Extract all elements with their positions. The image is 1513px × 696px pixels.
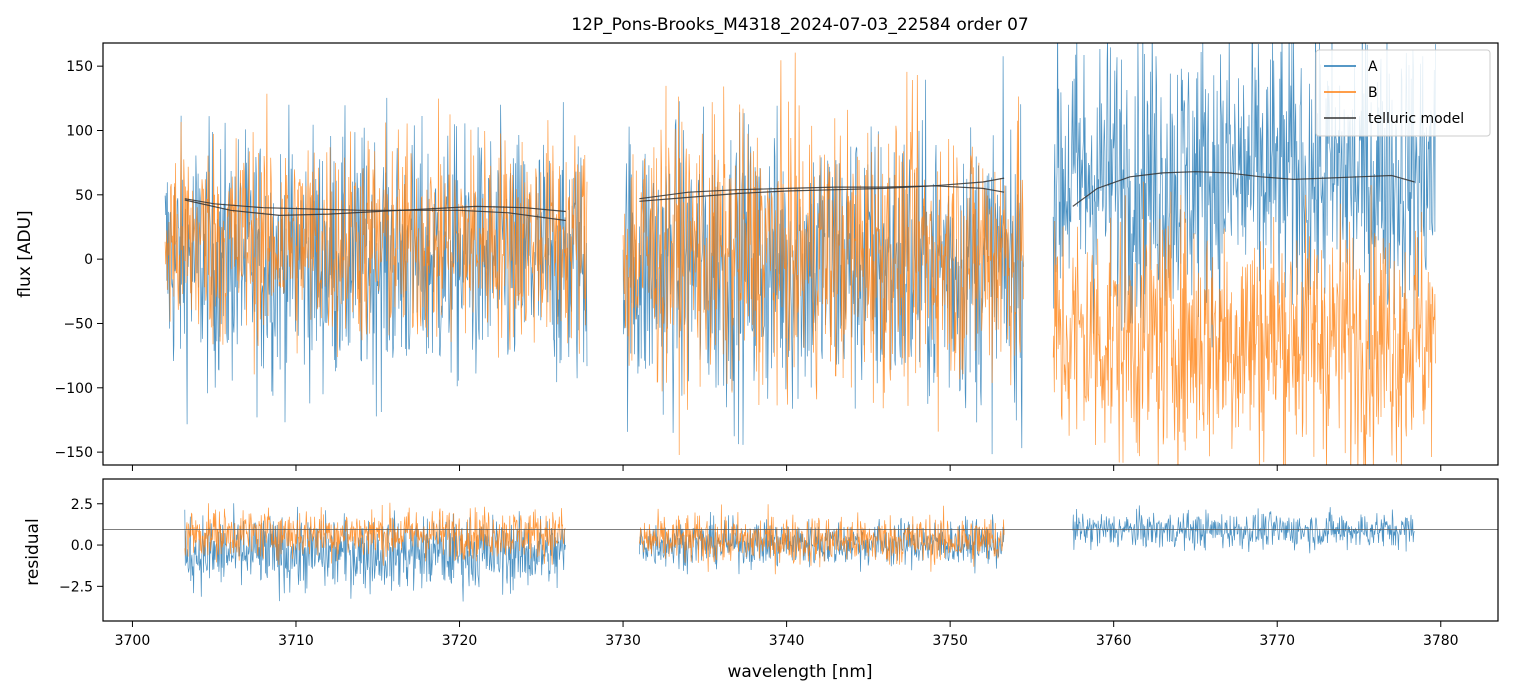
bottom-plot-area (103, 502, 1498, 602)
bottom-panel: −2.50.02.5 3700 3710 3720 3730 3740 3750 3760 3… (23, 478, 1499, 682)
series-a-segment-1 (184, 503, 566, 602)
telluric-model-curve-4 (639, 185, 1005, 200)
y-tick-label: 50 (75, 188, 93, 204)
bottom-x-axis: 3700 3710 3720 3730 3740 3750 3760 3770 3780 (115, 621, 1459, 649)
y-tick-label: −150 (55, 445, 93, 461)
telluric-model-curve-2 (184, 199, 566, 217)
y-tick-label: 100 (66, 123, 93, 139)
series-b-segment-3 (1052, 181, 1436, 465)
legend-label-a: A (1368, 59, 1378, 75)
bottom-y-axis: −2.5 0.0 2.5 (59, 497, 103, 595)
telluric-model-curve-1 (184, 198, 566, 222)
telluric-model-curve-5 (1072, 171, 1415, 207)
series-b-segment-1 (184, 502, 566, 566)
x-axis-label: wavelength [nm] (727, 662, 872, 682)
x-tick-label: 3750 (932, 633, 968, 649)
top-axes-frame (102, 42, 1499, 466)
chart-title: 12P_Pons-Brooks_M4318_2024-07-03_22584 o… (571, 15, 1028, 35)
y-tick-label: −2.5 (59, 579, 93, 595)
x-tick-label: 3780 (1423, 633, 1459, 649)
bottom-axes-frame (102, 478, 1499, 622)
top-panel: −150 −100 −50 0 50 100 150 flux [ADU] ABtellur… (15, 42, 1499, 471)
series-b-segment-2 (622, 52, 1024, 456)
y-tick-label: −50 (63, 316, 93, 332)
top-x-axis (131, 465, 1442, 471)
top-plot-area (164, 43, 1436, 465)
y-tick-label: −100 (55, 381, 93, 397)
x-tick-label: 3770 (1259, 633, 1295, 649)
x-tick-label: 3730 (605, 633, 641, 649)
top-y-axis: −150 −100 −50 0 50 100 150 (55, 59, 103, 461)
legend-label-telluric-model: telluric model (1368, 111, 1464, 127)
legend-label-b: B (1368, 85, 1378, 101)
x-tick-label: 3710 (278, 633, 314, 649)
series-b-segment-2 (639, 504, 1005, 575)
series-a-segment-2 (639, 511, 1005, 575)
telluric-model-curve-3 (639, 177, 1005, 202)
y-tick-label: 0 (84, 252, 93, 268)
x-tick-label: 3720 (442, 633, 478, 649)
series-a-segment-3 (1072, 505, 1415, 554)
y-tick-label: 2.5 (71, 497, 93, 513)
legend-box (1315, 49, 1491, 137)
x-tick-label: 3740 (769, 633, 805, 649)
bottom-y-axis-label: residual (23, 518, 43, 585)
x-tick-label: 3700 (115, 633, 151, 649)
top-y-axis-label: flux [ADU] (15, 210, 35, 297)
x-tick-label: 3760 (1096, 633, 1132, 649)
y-tick-label: 150 (66, 59, 93, 75)
y-tick-label: 0.0 (71, 538, 93, 554)
